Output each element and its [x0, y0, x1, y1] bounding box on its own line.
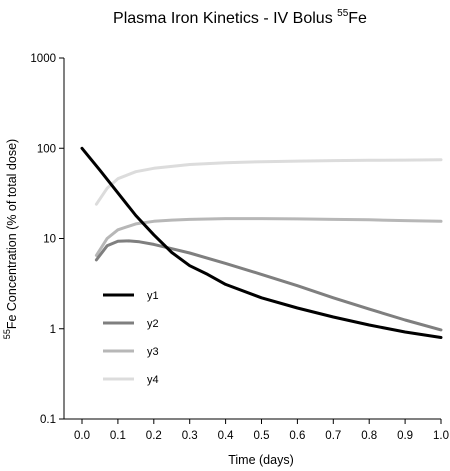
x-axis-ticks: 0.0 0.1 0.2 0.3 0.4 0.5 0.6 0.7 0.8 0.9 1.0 [74, 419, 449, 442]
x-tick-label: 0.8 [361, 430, 377, 442]
legend-label-y1: y1 [147, 290, 159, 302]
x-tick-label: 0.2 [146, 430, 162, 442]
y-axis-ticks: 0.1 1 10 100 1000 [30, 53, 64, 426]
series-line-y1 [80, 146, 443, 339]
x-tick-label: 0.1 [110, 430, 126, 442]
x-tick-label: 0.9 [397, 430, 413, 442]
x-tick-label: 0.5 [254, 430, 270, 442]
x-tick-label: 0.0 [74, 430, 90, 442]
series-line-y3 [94, 217, 443, 257]
chart-title: Plasma Iron Kinetics - IV Bolus 55Fe [113, 8, 367, 27]
y-tick-label: 1000 [30, 53, 56, 65]
series-lines [80, 146, 443, 339]
x-tick-label: 0.4 [218, 430, 235, 442]
x-tick-label: 0.7 [325, 430, 341, 442]
y-tick-label: 100 [37, 143, 56, 155]
series-line-y2 [94, 239, 443, 332]
x-axis-label: Time (days) [228, 453, 294, 467]
legend-label-y3: y3 [147, 346, 159, 358]
y-axis-label: 55Fe Concentration (% of total dose) [2, 139, 19, 339]
x-tick-label: 1.0 [433, 430, 449, 442]
y-tick-label: 1 [50, 324, 56, 336]
x-tick-label: 0.3 [182, 430, 198, 442]
y-tick-label: 0.1 [40, 414, 56, 426]
legend-label-y4: y4 [147, 374, 159, 386]
x-tick-label: 0.6 [289, 430, 305, 442]
series-line-y4 [94, 158, 443, 206]
y-tick-label: 10 [43, 234, 56, 246]
legend-label-y2: y2 [147, 318, 159, 330]
legend: y1 y2 y3 y4 [103, 290, 159, 386]
